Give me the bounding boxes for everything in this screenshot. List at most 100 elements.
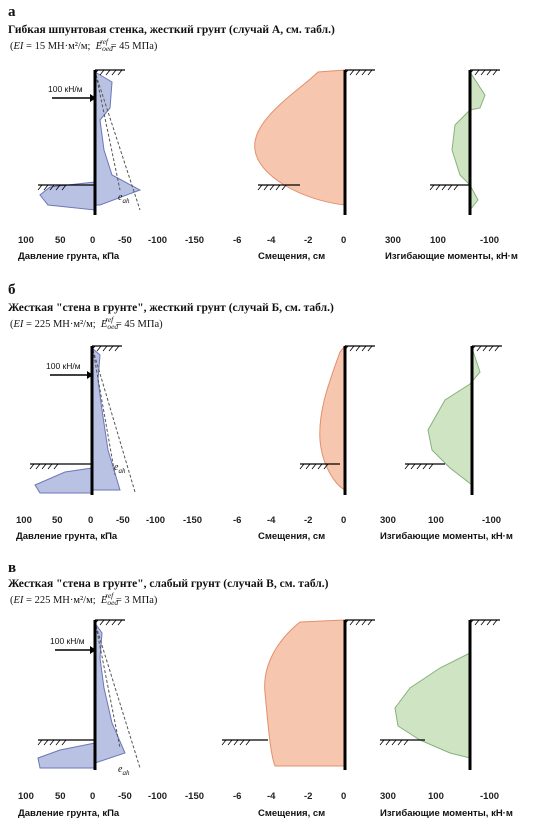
- displacement-ticks: -6 -4 -2 0: [233, 515, 346, 526]
- panel-b-diagrams: 100 кН/м eah 100 50 0 -50 -100 -150 Давл…: [16, 344, 513, 542]
- ground-hatch: [343, 619, 373, 626]
- moment-ticks: 300 100 -100: [385, 235, 499, 246]
- excavation-hatch: [299, 463, 329, 470]
- eoed-symbol: E: [100, 319, 108, 330]
- displacement-ticks: -6 -4 -2 0: [233, 235, 346, 246]
- tick-label: 0: [341, 235, 346, 246]
- axis-label: Изгибающие моменты, кН·м: [385, 251, 518, 262]
- pressure-ticks: 100 50 0 -50 -100 -150: [18, 791, 204, 802]
- tick-label: -50: [118, 235, 132, 246]
- ground-hatch: [90, 345, 120, 352]
- displacement-diagram: -6 -4 -2 0 Смещения, см: [233, 69, 375, 262]
- tick-label: -50: [116, 515, 130, 526]
- panel-title: Гибкая шпунтовая стенка, жесткий грунт (…: [8, 24, 335, 36]
- excavation-hatch: [29, 463, 59, 470]
- active-pressure-line: [95, 74, 141, 211]
- pressure-ticks: 100 50 0 -50 -100 -150: [18, 235, 204, 246]
- ground-hatch: [343, 345, 373, 352]
- tick-label: -2: [304, 515, 312, 526]
- axis-label: Давление грунта, кПа: [18, 808, 120, 819]
- arrow-head: [87, 371, 93, 379]
- panel-b: б Жесткая "стена в грунте", жесткий грун…: [0, 280, 552, 550]
- moment-diagram: 300 100 -100 Изгибающие моменты, кН·м: [385, 69, 518, 262]
- tick-label: -2: [304, 235, 312, 246]
- eoed-symbol: E: [100, 595, 108, 606]
- axis-label: Изгибающие моменты, кН·м: [380, 808, 513, 819]
- tick-label: 300: [380, 515, 396, 526]
- ei-symbol: EI: [13, 319, 24, 330]
- ground-hatch: [343, 69, 373, 76]
- axis-label: Давление грунта, кПа: [16, 531, 118, 542]
- pressure-diagram: 100 кН/м eah 100 50 0 -50 -100 -150 Давл…: [18, 69, 204, 262]
- ground-hatch: [468, 69, 498, 76]
- tick-label: -100: [480, 791, 499, 802]
- tick-label: 0: [90, 791, 95, 802]
- panel-title: Жесткая "стена в грунте", слабый грунт (…: [8, 578, 329, 590]
- arrow-head: [90, 94, 96, 102]
- panel-params: (EI = 15 МН·м²/м; Eoedref = 45 МПа): [10, 37, 158, 53]
- axis-label: Изгибающие моменты, кН·м: [380, 531, 513, 542]
- ei-symbol: EI: [13, 41, 24, 52]
- moment-ticks: 300 100 -100: [380, 515, 501, 526]
- excavation-hatch: [379, 739, 409, 746]
- active-pressure-area: [39, 181, 96, 211]
- tick-label: -150: [183, 515, 202, 526]
- tick-label: 50: [55, 235, 66, 246]
- ei-value: 225 МН·м²/м: [34, 595, 93, 606]
- eah-label: eah: [118, 764, 130, 777]
- tick-label: -6: [233, 791, 241, 802]
- tick-label: -100: [146, 515, 165, 526]
- tick-label: 100: [16, 515, 32, 526]
- panel-c-diagrams: 100 кН/м eah 100 50 0 -50 -100 -150 Давл…: [18, 619, 513, 819]
- tick-label: -100: [148, 791, 167, 802]
- displacement-ticks: -6 -4 -2 0: [233, 791, 346, 802]
- ei-value: 15 МН·м²/м: [34, 41, 88, 52]
- eoed-sup: ref: [99, 37, 108, 46]
- excavation-hatch: [404, 463, 434, 470]
- pressure-line: [92, 349, 116, 476]
- eoed-sub: oed: [107, 598, 119, 607]
- eoed-sub: oed: [102, 44, 113, 53]
- eah-label: eah: [118, 192, 130, 205]
- panel-a: а Гибкая шпунтовая стенка, жесткий грунт…: [0, 0, 552, 270]
- tick-label: -100: [482, 515, 501, 526]
- excavation-hatch: [37, 184, 67, 191]
- load-label: 100 кН/м: [50, 636, 85, 646]
- pressure-line: [95, 625, 121, 749]
- moment-diagram: 300 100 -100 Изгибающие моменты, кН·м: [379, 619, 513, 819]
- eoed-sup: ref: [105, 591, 114, 600]
- tick-label: 0: [341, 791, 346, 802]
- tick-label: -6: [233, 235, 241, 246]
- active-pressure-area: [37, 742, 96, 769]
- tick-label: -4: [267, 235, 276, 246]
- axis-label: Смещения, см: [258, 808, 325, 819]
- panel-a-diagrams: 100 кН/м eah 100 50 0 -50 -100 -150 Давл…: [18, 69, 518, 262]
- tick-label: -150: [185, 791, 204, 802]
- eoed-value: 45 МПа: [119, 41, 154, 52]
- displacement-area: [319, 344, 346, 491]
- tick-label: 300: [380, 791, 396, 802]
- active-pressure-area: [34, 467, 93, 494]
- eoed-value: 3 МПа: [124, 595, 154, 606]
- tick-label: -6: [233, 515, 241, 526]
- eoed-value: 45 МПа: [124, 319, 160, 330]
- panel-letter: в: [8, 560, 17, 576]
- panel-letter: а: [8, 4, 16, 20]
- excavation-hatch: [37, 739, 67, 746]
- tick-label: 100: [430, 235, 446, 246]
- axis-label: Смещения, см: [258, 251, 325, 262]
- excavation-hatch: [429, 184, 459, 191]
- tick-label: -4: [267, 515, 276, 526]
- tick-label: 50: [52, 515, 63, 526]
- ground-hatch: [93, 69, 123, 76]
- tick-label: -100: [480, 235, 499, 246]
- tick-label: 50: [55, 791, 66, 802]
- moment-area: [427, 347, 481, 487]
- excavation-hatch: [221, 739, 251, 746]
- axis-label: Давление грунта, кПа: [18, 251, 120, 262]
- tick-label: 0: [90, 235, 95, 246]
- axis-label: Смещения, см: [258, 531, 325, 542]
- eah-label: eah: [114, 462, 126, 475]
- passive-pressure-area: [91, 346, 121, 491]
- displacement-area: [254, 69, 346, 206]
